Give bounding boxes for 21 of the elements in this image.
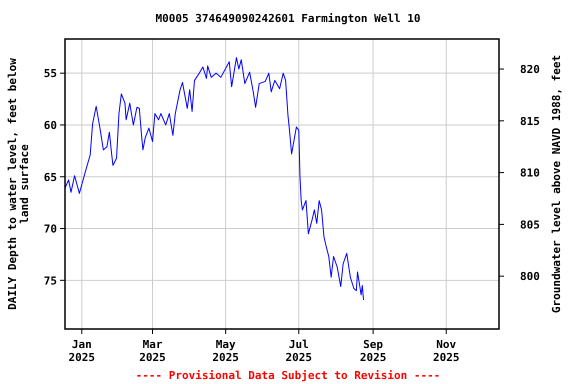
- x-tick-label: Mar 2025: [139, 338, 166, 364]
- y2-axis-title: Groundwater level above NAVD 1988, feet: [550, 54, 563, 314]
- y-tick-label: 75: [44, 274, 57, 288]
- y-tick-label: 65: [44, 170, 57, 184]
- y-axis-title: DAILY Depth to water level, feet below land surface: [6, 58, 31, 310]
- y-tick-label: 70: [44, 222, 57, 236]
- x-tick-label: May 2025: [212, 338, 239, 364]
- y2-tick-label: 805: [520, 218, 540, 232]
- y-tick-label: 60: [44, 118, 57, 132]
- x-tick-label: Sep 2025: [360, 338, 386, 364]
- y2-tick-label: 810: [520, 166, 540, 180]
- chart-title: M0005 374649090242601 Farmington Well 10: [156, 12, 420, 25]
- text: ---- Provisional Data Subject to Revision ----: [136, 369, 440, 382]
- x-tick-label: Jul 2025: [286, 338, 312, 364]
- x-tick-label: Jan 2025: [68, 338, 96, 364]
- y2-tick-label: 800: [520, 270, 540, 284]
- y2-tick-label: 820: [520, 63, 540, 76]
- x-tick-label: Nov 2025: [433, 338, 460, 364]
- y-tick-label: 55: [44, 67, 57, 80]
- line-series: [64, 57, 364, 300]
- y2-tick-label: 815: [520, 114, 540, 128]
